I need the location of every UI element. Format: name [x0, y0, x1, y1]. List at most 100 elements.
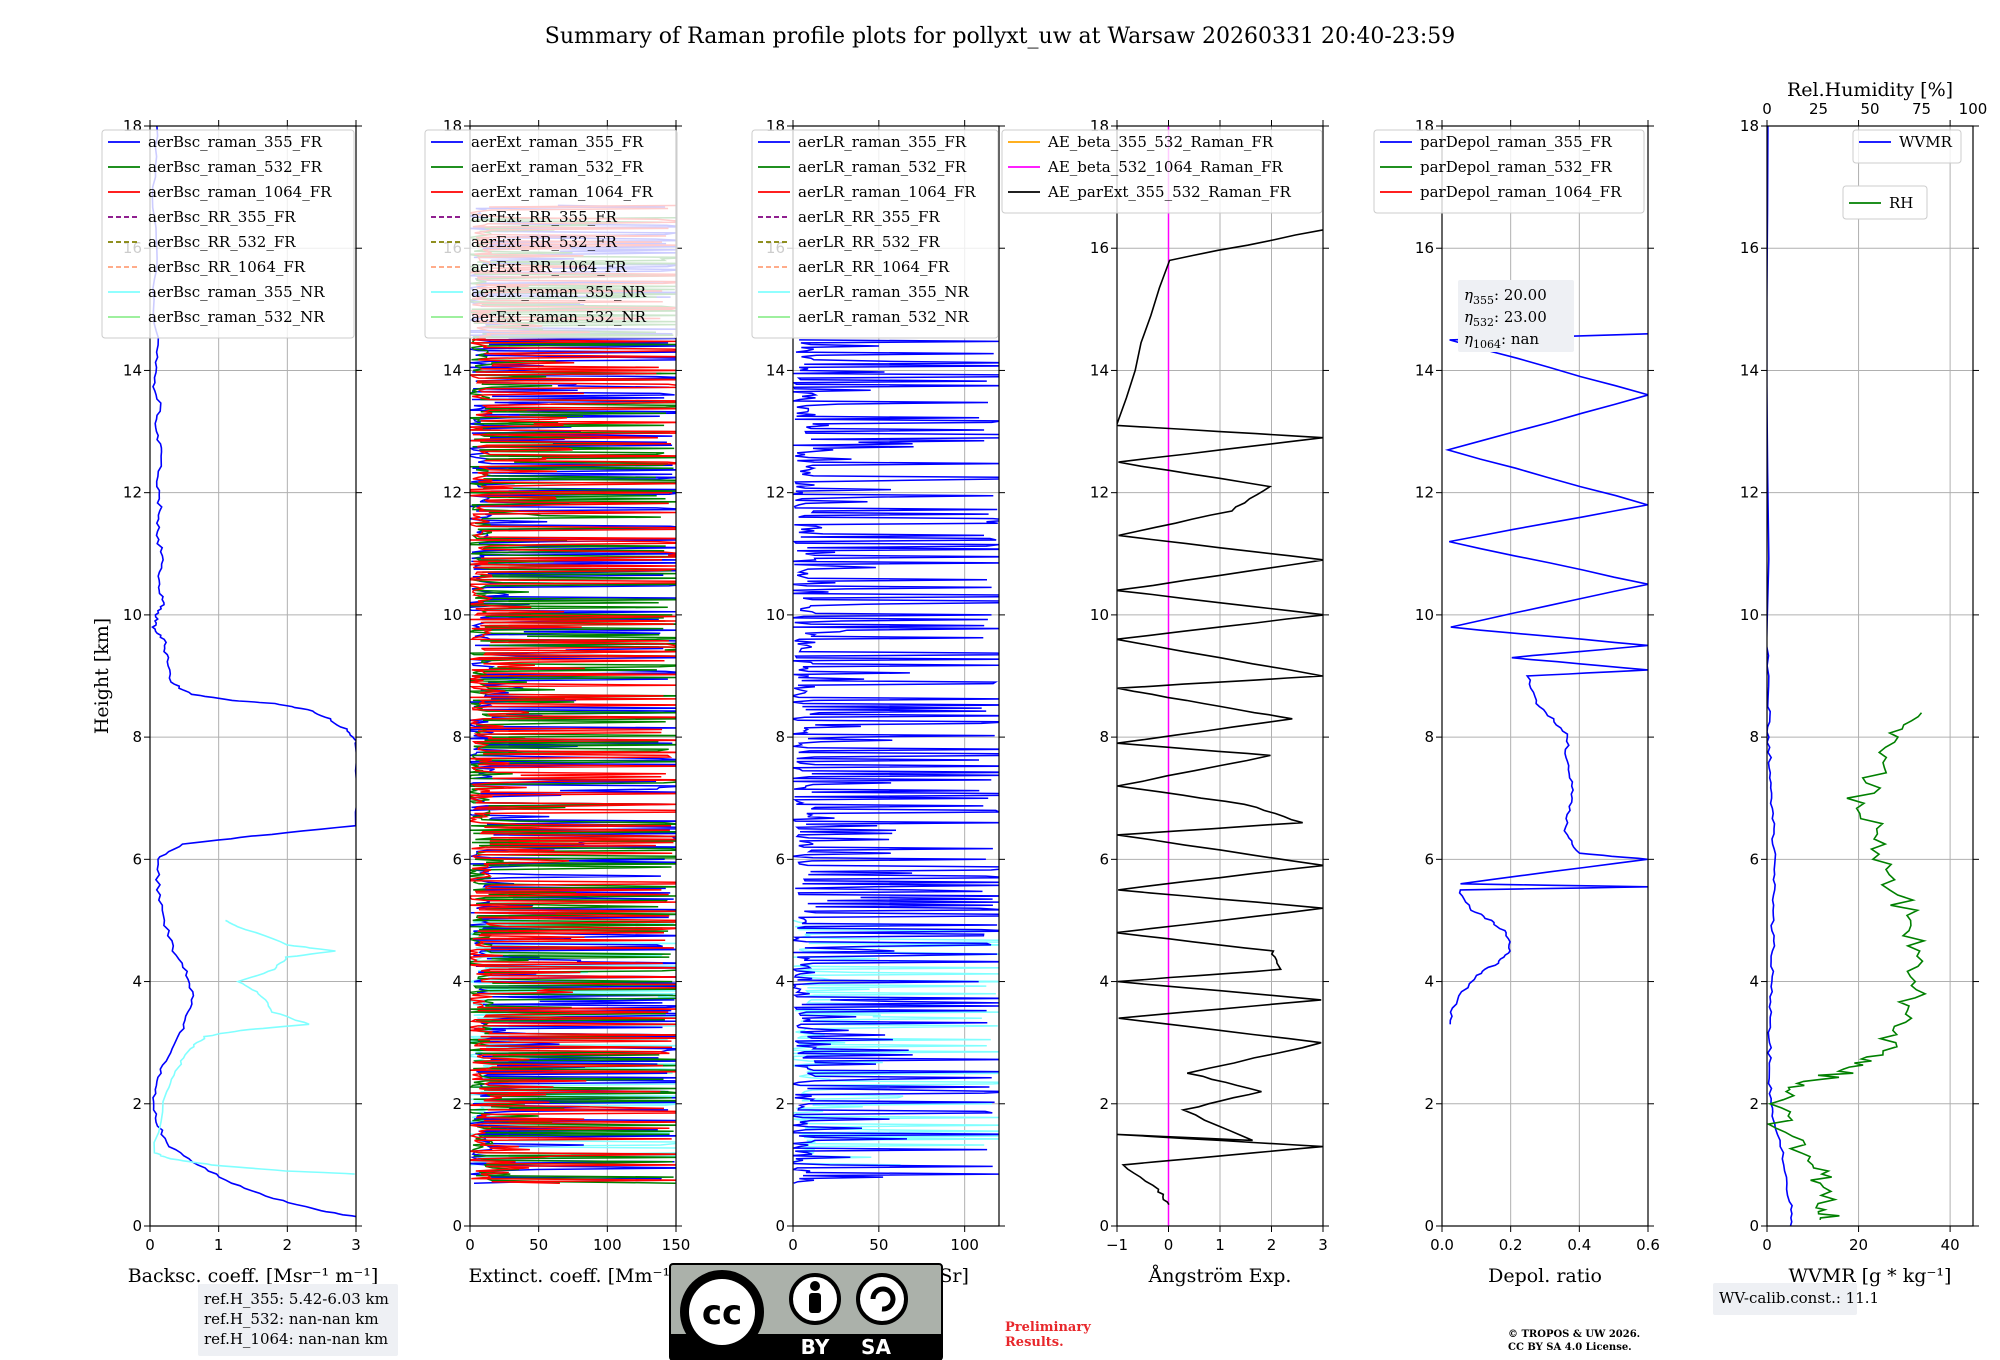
xtick-top-label-wv: 0 [1762, 100, 1772, 118]
series-aerLR_raman_355_FR [793, 339, 999, 1184]
annotation-box-bsc [198, 1284, 398, 1356]
ytick-label-ext: 14 [443, 361, 462, 379]
legend-ae: AE_beta_355_532_Raman_FR AE_beta_532_1064… [1001, 129, 1323, 214]
license-badge: cc BY SA [669, 1263, 943, 1360]
axes-frame-depol [1441, 125, 1649, 1227]
legend-bsc: aerBsc_raman_355_FR aerBsc_raman_532_FRae… [101, 129, 355, 339]
legend-label-bsc: aerBsc_raman_532_NR [148, 308, 325, 326]
xtick-label-lr: 100 [950, 1236, 979, 1254]
xtick-label-lr: 0 [788, 1236, 798, 1254]
panel-ext: 050100150024681012141618Extinct. coeff. … [424, 117, 690, 1287]
ytick-label-bsc: 12 [123, 484, 142, 502]
xtick-top-label-wv: 25 [1809, 100, 1828, 118]
ytick-label-bsc: 10 [123, 606, 142, 624]
ytick-label-ae: 2 [1099, 1095, 1109, 1113]
ytick-label-wv: 4 [1749, 973, 1759, 991]
legend-label-lr: aerLR_raman_532_NR [798, 308, 969, 326]
legend-label-bsc: aerBsc_RR_355_FR [148, 208, 296, 226]
ytick-label-wv: 12 [1740, 484, 1759, 502]
panel-lr: 050100024681012141618Lidar ratio [Sr]aer… [751, 117, 1005, 1287]
series-AE_parExt_355_532_Raman_FR [1117, 229, 1323, 1206]
ytick-label-bsc: 14 [123, 361, 142, 379]
panel-bsc: 0123024681012141618Backsc. coeff. [Msr⁻¹… [91, 117, 398, 1356]
legend-label-lr: aerLR_raman_1064_FR [798, 183, 976, 201]
legend-label-lr: aerLR_RR_355_FR [798, 208, 940, 226]
legend-label-lr: aerLR_raman_355_NR [798, 283, 969, 301]
plot-area-bsc [151, 126, 356, 1218]
ytick-label-ext: 10 [443, 606, 462, 624]
legend-label-lr: aerLR_RR_1064_FR [798, 258, 950, 276]
xtick-label-ae: 3 [1318, 1236, 1328, 1254]
legend-frame-lr [751, 129, 999, 339]
xtick-label-depol: 0.2 [1499, 1236, 1523, 1254]
legend-label-wv: WVMR [1899, 133, 1953, 151]
copyright-note: © TROPOS & UW 2026. CC BY SA 4.0 License… [1508, 1328, 1640, 1354]
ytick-label-wv: 0 [1749, 1217, 1759, 1235]
plot-area-lr [793, 339, 999, 1184]
legend-label-bsc: aerBsc_RR_532_FR [148, 233, 296, 251]
legend-label-ext: aerExt_raman_532_NR [471, 308, 647, 326]
ytick-label-bsc: 6 [132, 850, 142, 868]
legend-frame-bsc [101, 129, 355, 339]
axes-frame-bsc [149, 125, 357, 1227]
xtick-top-label-wv: 75 [1912, 100, 1931, 118]
series-RH [1767, 712, 1928, 1221]
ytick-label-lr: 8 [775, 728, 785, 746]
ytick-label-lr: 12 [766, 484, 785, 502]
sa-label: SA [861, 1335, 891, 1359]
eta-line: η355: 20.00 [1464, 286, 1547, 307]
ytick-label-ae: 8 [1099, 728, 1109, 746]
xtick-label-ae: 2 [1267, 1236, 1277, 1254]
series-WVMR [1767, 126, 1793, 1226]
ytick-label-ae: 12 [1090, 484, 1109, 502]
ytick-label-wv: 2 [1749, 1095, 1759, 1113]
eta-box [1458, 280, 1574, 352]
ytick-label-depol: 12 [1415, 484, 1434, 502]
xtick-label-wv: 40 [1941, 1236, 1960, 1254]
by-person-body [809, 1293, 821, 1313]
legend-label-ae: AE_beta_532_1064_Raman_FR [1047, 158, 1283, 176]
legend-lr: aerLR_raman_355_FR aerLR_raman_532_FR aerL… [751, 129, 999, 339]
xtick-label-depol: 0.0 [1430, 1236, 1454, 1254]
series-aerBsc_raman_355_NR [153, 919, 355, 1175]
ytick-label-depol: 14 [1415, 361, 1434, 379]
ytick-label-lr: 14 [766, 361, 785, 379]
sa-arrow-icon [870, 1286, 896, 1312]
legend-label-ae: AE_parExt_355_532_Raman_FR [1047, 183, 1292, 201]
xtick-label-depol: 0.4 [1567, 1236, 1591, 1254]
legend-label-ext: aerExt_RR_532_FR [471, 233, 618, 251]
plot-area-ext [470, 204, 676, 1184]
legend-label-ext: aerExt_RR_355_FR [471, 208, 618, 226]
annotation-line-bsc: ref.H_355: 5.42-6.03 km [204, 1290, 389, 1308]
ytick-label-ae: 0 [1099, 1217, 1109, 1235]
legend2-label-wv: RH [1889, 194, 1913, 212]
ytick-label-depol: 8 [1424, 728, 1434, 746]
ytick-label-ext: 6 [452, 850, 462, 868]
ytick-label-lr: 10 [766, 606, 785, 624]
legend2-frame-wv [1842, 185, 1928, 220]
ytick-label-lr: 0 [775, 1217, 785, 1235]
annotation-line-bsc: ref.H_532: nan-nan km [204, 1310, 379, 1328]
legend-label-ext: aerExt_raman_355_FR [471, 133, 644, 151]
legend-label-bsc: aerBsc_raman_355_NR [148, 283, 325, 301]
ytick-label-ae: 10 [1090, 606, 1109, 624]
xtick-label-bsc: 2 [283, 1236, 293, 1254]
legend-label-bsc: aerBsc_raman_355_FR [148, 133, 323, 151]
sa-share-icon [856, 1273, 908, 1325]
eta-line: η1064: nan [1464, 330, 1539, 351]
xtick-label-ext: 0 [465, 1236, 475, 1254]
legend-label-ext: aerExt_raman_355_NR [471, 283, 647, 301]
legend-label-depol: parDepol_raman_1064_FR [1420, 183, 1622, 201]
series-aerExt_raman_1064_FR [470, 204, 676, 1184]
legend-label-bsc: aerBsc_RR_1064_FR [148, 258, 306, 276]
axes-frame-lr [792, 125, 1000, 1227]
legend-label-depol: parDepol_raman_532_FR [1420, 158, 1613, 176]
figure-title: Summary of Raman profile plots for polly… [545, 24, 1455, 49]
ytick-label-bsc: 2 [132, 1095, 142, 1113]
xlabel-top-wv: Rel.Humidity [%] [1787, 79, 1953, 101]
legend-label-bsc: aerBsc_raman_1064_FR [148, 183, 332, 201]
legend-frame-ae [1001, 129, 1323, 214]
ytick-label-depol: 0 [1424, 1217, 1434, 1235]
